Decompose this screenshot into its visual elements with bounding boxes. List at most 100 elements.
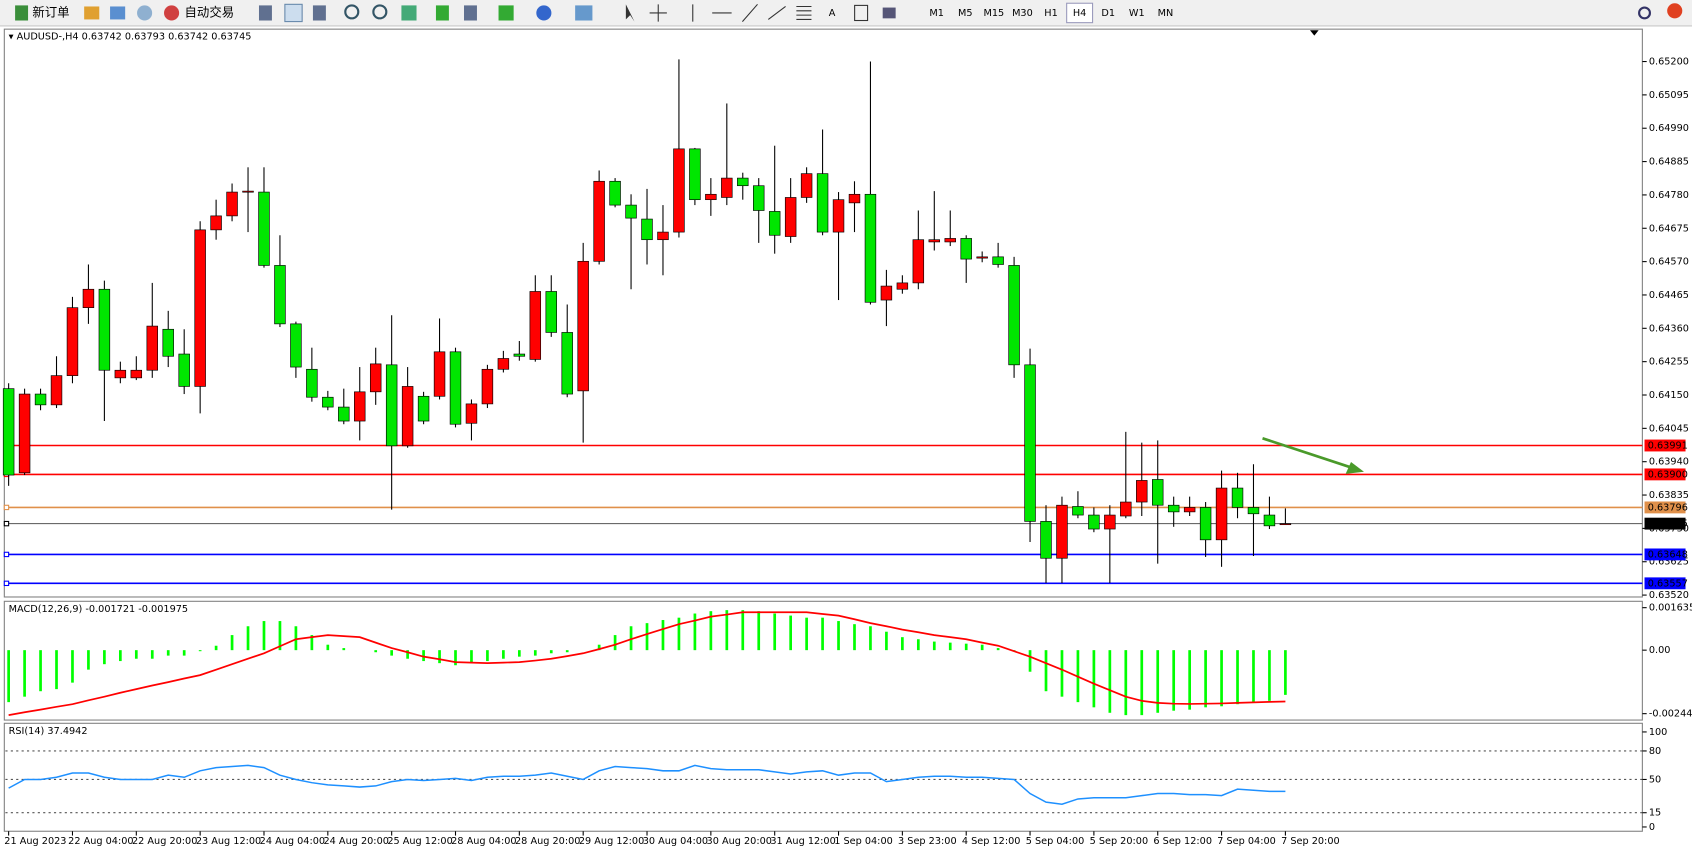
timeframe-bar: M1 M5 M15 M30 H1 H4 D1 W1 MN — [929, 2, 1174, 24]
search-icon[interactable] — [1638, 6, 1651, 20]
icon — [15, 5, 29, 21]
candle-body — [689, 148, 701, 201]
macd-name: MACD(12,26,9) — [9, 604, 83, 615]
candle-body — [497, 358, 510, 370]
candle-body — [737, 177, 749, 187]
icon[interactable] — [84, 6, 100, 20]
candle-body — [1072, 506, 1084, 516]
y-tick-label: 0.65095 — [1649, 90, 1689, 101]
timeframe-button[interactable]: M15 — [983, 8, 1004, 19]
candle-body — [784, 197, 797, 237]
rsi-value: 37.4942 — [47, 726, 87, 737]
line-marker — [3, 504, 10, 511]
arrow-head — [1345, 462, 1364, 474]
candle-body — [753, 185, 765, 211]
timeframe-button[interactable]: D1 — [1101, 8, 1115, 19]
price-label-box — [1644, 577, 1686, 590]
x-tick-label: 3 Sep 23:00 — [898, 836, 957, 847]
candle-body — [976, 256, 988, 259]
candle-body — [34, 393, 47, 406]
candle-body — [433, 351, 446, 397]
price-label: 0.63557 — [1648, 578, 1688, 589]
auto-trading-button[interactable]: 自动交易 — [164, 4, 235, 21]
timeframe-button[interactable]: M5 — [958, 8, 973, 19]
y-tick-label: 80 — [1649, 746, 1661, 757]
icon[interactable] — [854, 4, 869, 22]
candle-body — [1008, 265, 1020, 366]
rsi-name: RSI(14) — [9, 726, 45, 737]
open: 0.63742 — [82, 32, 122, 43]
icon[interactable] — [110, 6, 126, 20]
y-tick-label: 0.64255 — [1649, 357, 1689, 368]
candle-body — [960, 238, 972, 260]
y-tick-label: 0 — [1649, 822, 1655, 833]
macd-header: MACD(12,26,9) -0.001721 -0.001975 — [9, 604, 188, 615]
x-tick-label: 30 Aug 04:00 — [643, 836, 708, 847]
x-tick-label: 7 Sep 20:00 — [1281, 836, 1340, 847]
candle-body — [625, 204, 637, 219]
icon[interactable] — [692, 3, 758, 22]
icon[interactable] — [464, 5, 477, 21]
arrow-line — [1262, 437, 1352, 469]
y-tick-label: 0.63520 — [1649, 590, 1689, 601]
icon[interactable] — [575, 5, 593, 21]
candle-body — [529, 291, 542, 360]
candle-body — [896, 282, 909, 290]
x-tick-label: 24 Aug 20:00 — [324, 836, 389, 847]
icon[interactable] — [649, 4, 667, 22]
icon[interactable] — [767, 5, 812, 20]
icon[interactable] — [312, 5, 326, 21]
candle-body — [928, 239, 941, 243]
y-tick-label: 0.64885 — [1649, 157, 1689, 168]
candle-body — [1024, 364, 1036, 522]
candle-body — [1040, 521, 1052, 559]
icon[interactable] — [137, 5, 153, 21]
timeframe-button[interactable]: M1 — [929, 8, 944, 19]
timeframe-button[interactable]: W1 — [1129, 8, 1145, 19]
y-tick-label: 0.64675 — [1649, 223, 1689, 234]
candle-body — [721, 177, 733, 198]
candle-body — [912, 239, 925, 284]
icon[interactable] — [372, 4, 388, 20]
candle-body — [1231, 487, 1244, 508]
candle-body — [274, 265, 286, 325]
y-tick-label: 50 — [1649, 774, 1661, 785]
icon[interactable] — [435, 5, 449, 21]
timeframe-button[interactable]: H4 — [1073, 8, 1086, 19]
x-tick-label: 28 Aug 20:00 — [515, 836, 580, 847]
icon[interactable] — [882, 7, 896, 19]
line-marker — [3, 580, 10, 587]
candle-body — [944, 238, 956, 243]
icon[interactable] — [344, 4, 360, 20]
candle-body — [705, 193, 717, 201]
candle-body — [1247, 507, 1260, 515]
candle-body — [2, 388, 15, 476]
icon[interactable] — [536, 5, 552, 21]
auto-trading-label: 自动交易 — [185, 4, 235, 19]
rsi-header: RSI(14) 37.4942 — [9, 726, 88, 737]
rsi-line — [8, 764, 1286, 806]
candle-body — [1088, 514, 1100, 530]
candle-body — [178, 353, 190, 387]
candle-body — [98, 288, 111, 371]
icon[interactable] — [498, 5, 514, 21]
timeframe-button[interactable]: MN — [1158, 8, 1174, 19]
candle-body — [146, 325, 158, 371]
icon[interactable] — [258, 5, 272, 21]
icon[interactable] — [284, 3, 303, 23]
main-panel — [3, 28, 1643, 598]
macd-panel — [3, 600, 1643, 721]
text-tool[interactable]: A — [829, 8, 836, 19]
y-tick-label: 100 — [1649, 727, 1668, 738]
candle-body — [1215, 487, 1228, 541]
candle-body — [322, 396, 334, 408]
timeframe-button[interactable]: H1 — [1044, 8, 1057, 19]
notification-icon[interactable] — [1667, 3, 1683, 19]
new-order-button[interactable]: 新订单 — [15, 4, 70, 21]
candle-body — [338, 406, 350, 422]
y-tick-label: 0.63940 — [1649, 457, 1689, 468]
line-marker — [3, 551, 10, 558]
y-tick-label: 0.63835 — [1649, 490, 1689, 501]
timeframe-button[interactable]: M30 — [1012, 8, 1033, 19]
icon[interactable] — [401, 5, 417, 21]
